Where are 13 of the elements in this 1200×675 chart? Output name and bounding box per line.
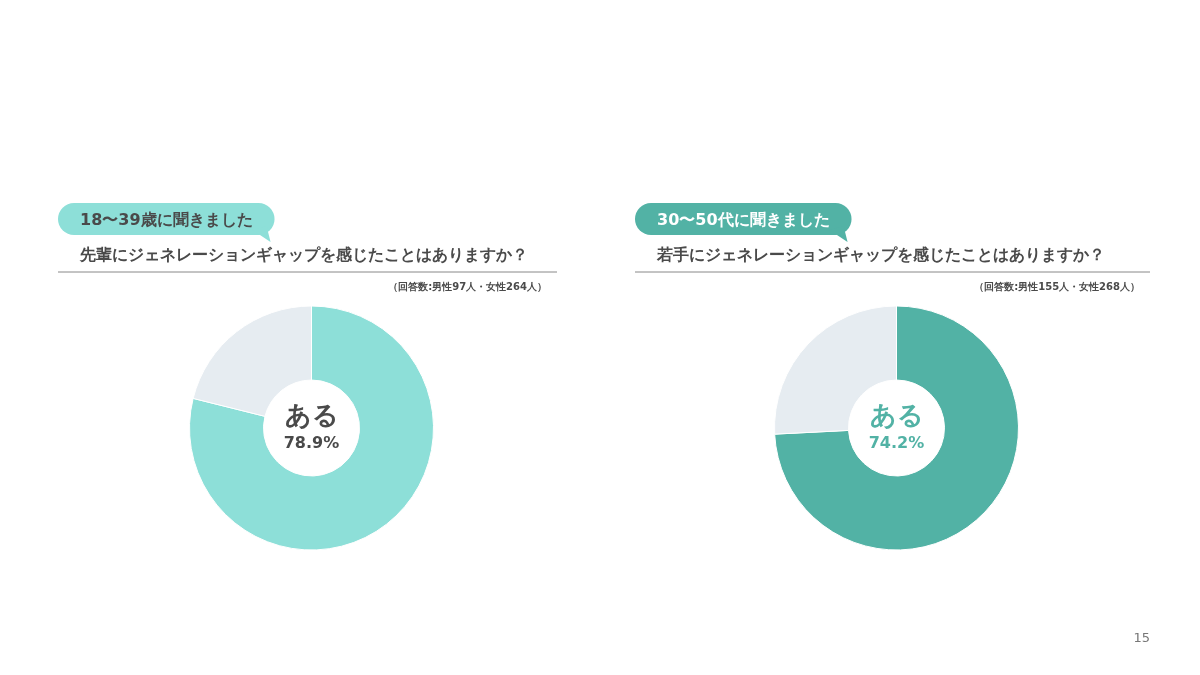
text: （回答数:男性97人・女性264人） (388, 281, 547, 292)
chart-title: 18〜39歳に聞きました (80, 210, 253, 229)
text: 15 (1133, 630, 1150, 645)
data-label: 74.2% (868, 433, 925, 452)
donut-slice (189, 305, 434, 551)
slice-label: ある (869, 400, 924, 430)
chart-subtitle: 先輩にジェネレーションギャップを感じたことはありますか？ (79, 245, 528, 264)
slice-label: ある (284, 400, 339, 430)
chart-subtitle: 若手にジェネレーションギャップを感じたことはありますか？ (656, 245, 1105, 264)
data-label: 78.9% (283, 433, 340, 452)
donut-slice (774, 305, 1019, 551)
text: （回答数:男性155人・女性268人） (974, 281, 1140, 292)
chart-title: 30〜50代に聞きました (657, 210, 830, 229)
